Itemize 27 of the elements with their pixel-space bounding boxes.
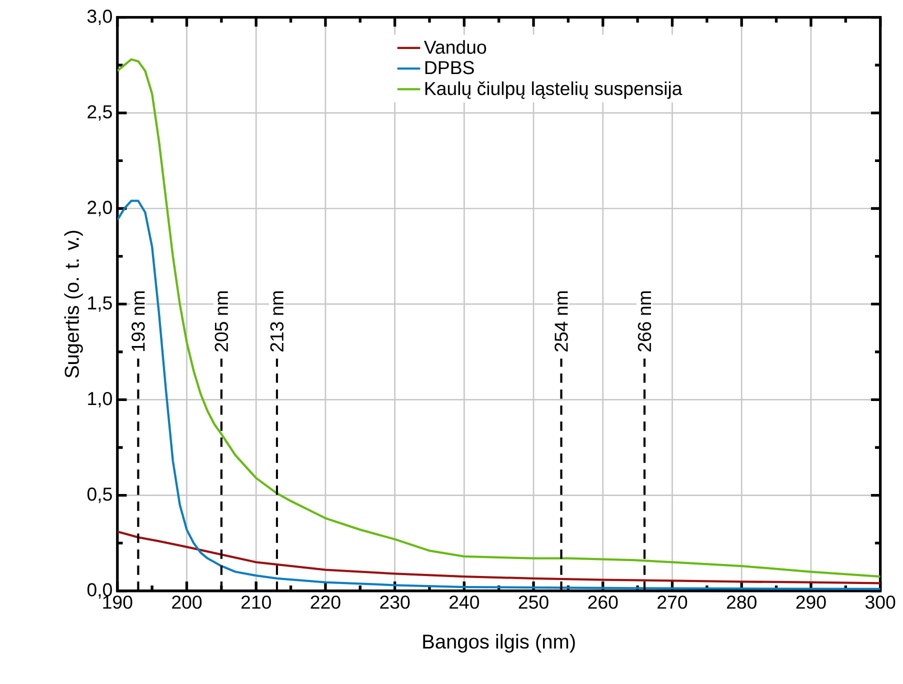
ref-line-label: 205 nm (214, 291, 228, 352)
ref-line-label: 213 nm (270, 291, 284, 352)
x-tick-label: 260 (588, 595, 618, 609)
y-tick-label: 0,5 (87, 487, 112, 503)
y-tick-label: 1,5 (88, 296, 112, 312)
x-tick-label: 270 (658, 595, 688, 609)
legend-label: Kaulų čiulpų ląstelių suspensija (425, 81, 682, 99)
x-tick-label: 300 (865, 595, 896, 609)
x-axis-title: Bangos ilgis (nm) (423, 634, 575, 652)
ref-line-label: 266 nm (638, 291, 652, 352)
x-tick-label: 200 (172, 595, 202, 609)
legend-label: Vanduo (424, 40, 486, 54)
x-tick-label: 280 (726, 595, 756, 609)
ref-line-label: 193 nm (132, 291, 145, 351)
y-tick-label: 2,0 (88, 200, 112, 216)
y-axis-title: Sugertis (o. t. v.) (64, 230, 83, 378)
ref-line-label: 254 nm (554, 291, 568, 352)
y-tick-label: 1,0 (88, 392, 112, 408)
legend-label: DPBS (425, 60, 474, 74)
y-tick-label: 2,5 (88, 105, 112, 121)
x-tick-label: 250 (518, 595, 548, 609)
y-tick-label: 3,0 (87, 9, 112, 25)
x-tick-label: 210 (241, 595, 271, 609)
x-tick-label: 290 (796, 595, 826, 609)
x-tick-label: 220 (310, 595, 340, 609)
x-tick-label: 240 (450, 595, 480, 609)
x-tick-label: 230 (380, 595, 410, 609)
